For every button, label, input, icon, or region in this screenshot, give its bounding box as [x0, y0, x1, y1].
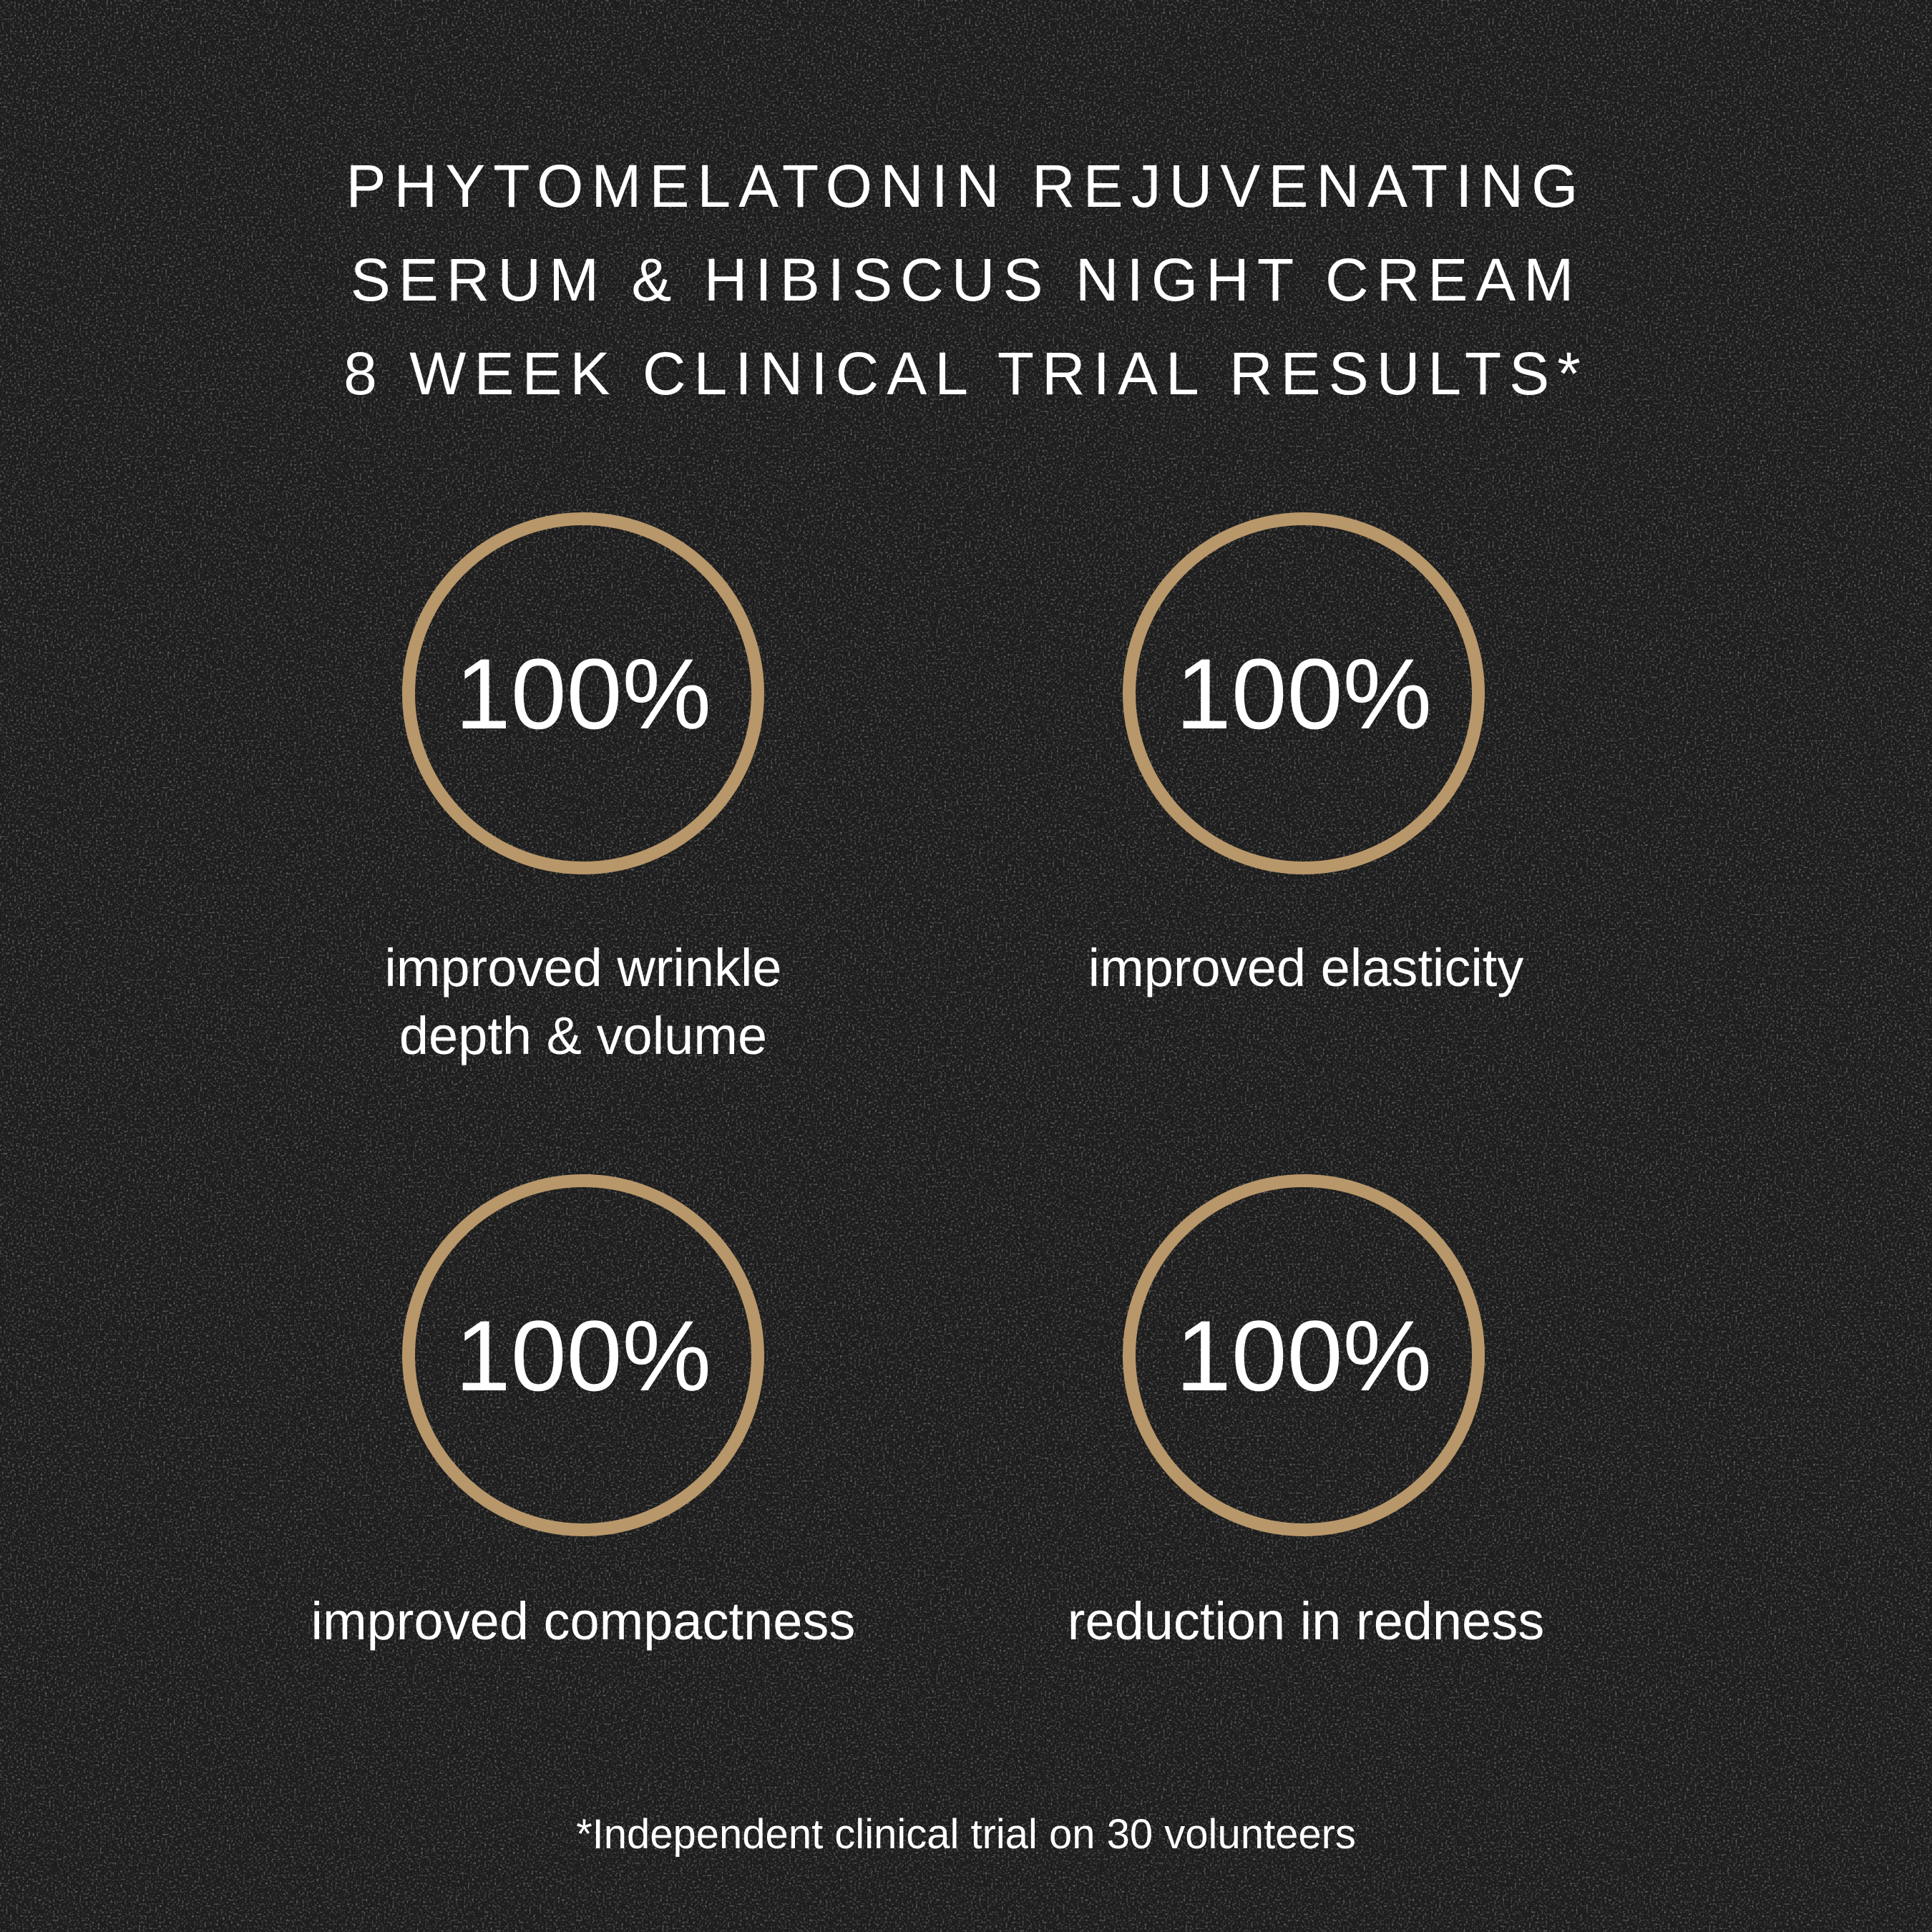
footnote: *Independent clinical trial on 30 volunt… — [576, 1811, 1356, 1858]
stat-label-line: improved wrinkle — [384, 938, 782, 997]
stat-value: 100% — [1175, 1299, 1433, 1412]
title-line: PHYTOMELATONIN REJUVENATING — [346, 152, 1586, 220]
stat-value: 100% — [1175, 638, 1433, 750]
stat-label: improved elasticity — [912, 934, 1699, 1002]
stat-label: reduction in redness — [912, 1587, 1699, 1655]
stat-label-line: improved compactness — [311, 1591, 856, 1651]
stat-label: improved wrinkle depth & volume — [190, 934, 977, 1070]
title-line: 8 WEEK CLINICAL TRIAL RESULTS* — [343, 340, 1589, 407]
stat-value: 100% — [454, 638, 712, 750]
stat-label-line: improved elasticity — [1088, 938, 1524, 997]
stat-value: 100% — [454, 1299, 712, 1412]
title-line: SERUM & HIBISCUS NIGHT CREAM — [350, 246, 1582, 313]
stat-label-line: reduction in redness — [1067, 1591, 1545, 1651]
stat-label-line: depth & volume — [399, 1006, 768, 1065]
page-title: PHYTOMELATONIN REJUVENATING SERUM & HIBI… — [0, 140, 1932, 421]
stat-label: improved compactness — [190, 1587, 977, 1655]
